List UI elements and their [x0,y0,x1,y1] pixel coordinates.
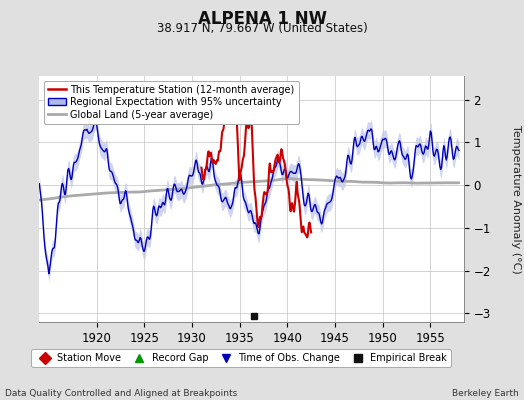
Text: Data Quality Controlled and Aligned at Breakpoints: Data Quality Controlled and Aligned at B… [5,389,237,398]
Legend: This Temperature Station (12-month average), Regional Expectation with 95% uncer: This Temperature Station (12-month avera… [44,81,299,124]
Text: Temperature Anomaly (°C): Temperature Anomaly (°C) [511,125,521,273]
Text: Berkeley Earth: Berkeley Earth [452,389,519,398]
Text: 38.917 N, 79.667 W (United States): 38.917 N, 79.667 W (United States) [157,22,367,35]
Legend: Station Move, Record Gap, Time of Obs. Change, Empirical Break: Station Move, Record Gap, Time of Obs. C… [31,349,451,367]
Text: ALPENA 1 NW: ALPENA 1 NW [198,10,326,28]
